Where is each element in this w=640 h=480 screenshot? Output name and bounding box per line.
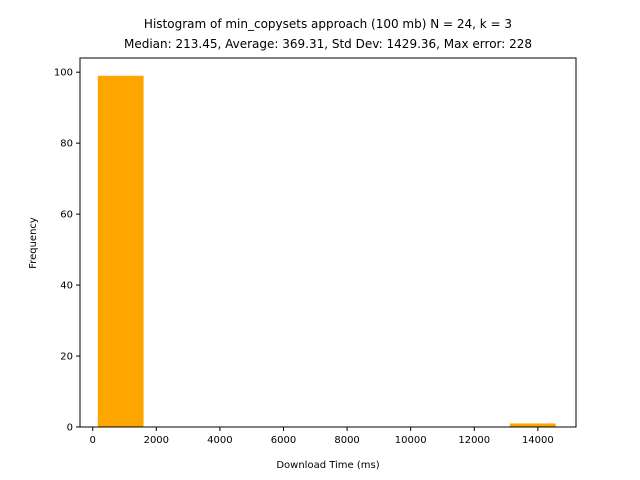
y-tick-label: 0: [67, 423, 73, 434]
x-tick-label: 8000: [334, 435, 359, 446]
y-axis-label: Frequency: [28, 217, 39, 269]
chart-title: Histogram of min_copysets approach (100 …: [144, 17, 512, 31]
x-tick-label: 12000: [458, 435, 490, 446]
histogram-bar-9: [509, 423, 556, 427]
y-axis-ticks: 0 20 40 60 80 100: [54, 68, 80, 434]
x-axis-label: Download Time (ms): [276, 460, 379, 471]
y-tick-label: 60: [60, 210, 73, 221]
x-tick-label: 6000: [271, 435, 296, 446]
x-tick-label: 4000: [207, 435, 232, 446]
y-tick-label: 40: [60, 281, 73, 292]
chart-subtitle: Median: 213.45, Average: 369.31, Std Dev…: [124, 37, 532, 51]
plot-frame: [79, 57, 577, 428]
x-axis-ticks: 0 2000 4000 6000 8000 10000 12000 14000: [90, 427, 554, 446]
y-tick-label: 100: [54, 68, 73, 79]
bars: [97, 75, 556, 427]
histogram-bar-0: [97, 75, 144, 427]
y-tick-label: 20: [60, 352, 73, 363]
x-tick-label: 0: [90, 435, 96, 446]
x-tick-label: 10000: [395, 435, 427, 446]
y-tick-label: 80: [60, 139, 73, 150]
x-tick-label: 14000: [522, 435, 554, 446]
x-tick-label: 2000: [144, 435, 169, 446]
